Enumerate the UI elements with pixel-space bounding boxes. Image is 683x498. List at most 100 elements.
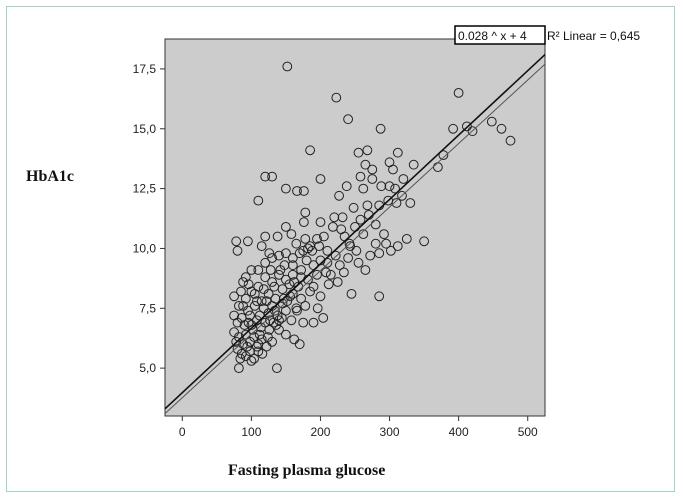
- data-point: [312, 269, 322, 280]
- data-point: [341, 181, 352, 192]
- data-point: [329, 212, 340, 223]
- data-point: [252, 341, 262, 352]
- data-point: [305, 241, 316, 252]
- data-point: [362, 145, 373, 156]
- data-point: [267, 253, 278, 263]
- data-point: [281, 183, 291, 194]
- data-point: [401, 234, 412, 244]
- data-point: [321, 267, 331, 278]
- data-point: [360, 159, 371, 170]
- data-point: [299, 186, 309, 196]
- data-point: [249, 353, 260, 364]
- data-point: [286, 315, 297, 326]
- data-point: [240, 272, 251, 283]
- x-tick-label: 500: [518, 425, 538, 439]
- data-point: [267, 171, 278, 182]
- data-point: [344, 238, 355, 249]
- data-point: [355, 214, 366, 225]
- data-point: [246, 286, 257, 297]
- data-point: [496, 123, 507, 134]
- data-point: [256, 296, 267, 307]
- plot-area: [164, 38, 546, 417]
- data-point: [379, 229, 389, 240]
- data-point: [392, 147, 403, 158]
- data-point: [284, 279, 295, 290]
- data-point: [332, 277, 343, 287]
- r2-label: R² Linear = 0,645: [547, 29, 640, 43]
- data-point: [281, 222, 291, 232]
- data-point: [315, 217, 326, 228]
- x-tick-label: 0: [179, 425, 186, 439]
- data-point: [263, 332, 273, 342]
- data-point: [236, 286, 246, 297]
- data-point: [312, 234, 322, 244]
- data-point: [234, 332, 244, 342]
- data-point: [243, 236, 253, 247]
- data-point: [294, 339, 305, 350]
- data-point: [271, 320, 282, 330]
- data-point: [260, 231, 271, 242]
- data-point: [287, 269, 298, 280]
- data-point: [408, 159, 419, 170]
- data-point: [448, 123, 459, 134]
- y-tick-label: 15,0: [133, 122, 157, 136]
- data-point: [315, 291, 326, 302]
- data-point: [388, 164, 398, 175]
- data-point: [289, 334, 300, 345]
- data-point: [229, 291, 240, 302]
- data-point: [370, 238, 381, 249]
- x-axis-title: Fasting plasma glucose: [228, 462, 386, 479]
- data-point: [278, 293, 289, 304]
- data-point: [243, 279, 254, 290]
- data-point: [392, 241, 403, 252]
- data-point: [365, 250, 376, 261]
- data-point: [253, 195, 264, 206]
- data-point: [376, 181, 387, 192]
- fit-equation: 0.028 ^ x + 4: [458, 29, 527, 43]
- x-tick-label: 200: [310, 425, 330, 439]
- data-point: [367, 164, 378, 175]
- data-point: [245, 310, 255, 321]
- data-point: [253, 265, 264, 275]
- data-point: [287, 260, 298, 271]
- data-point: [362, 200, 373, 211]
- data-point: [358, 183, 369, 194]
- y-tick-label: 12,5: [133, 182, 157, 196]
- data-point: [391, 198, 402, 208]
- data-point: [296, 293, 307, 304]
- data-point: [299, 217, 309, 228]
- data-point: [397, 190, 407, 201]
- fit-line-secondary: [164, 63, 546, 414]
- y-tick-label: 10,0: [133, 241, 157, 255]
- data-point: [319, 231, 329, 242]
- data-point: [438, 150, 449, 161]
- y-axis: 5,0 7,5 10,0 12,5 15,0 17,5: [133, 62, 165, 375]
- data-point: [242, 341, 253, 352]
- data-point: [300, 301, 311, 311]
- data-point: [334, 190, 345, 201]
- data-point: [462, 121, 472, 132]
- data-point: [240, 293, 251, 304]
- data-point: [358, 229, 369, 240]
- data-point: [281, 329, 291, 340]
- data-point: [234, 363, 244, 374]
- data-point: [308, 317, 319, 328]
- data-point: [328, 222, 338, 232]
- x-axis: 0 100 200 300 400 500: [179, 416, 538, 439]
- data-point: [419, 236, 430, 247]
- data-point: [289, 277, 300, 287]
- data-point: [339, 267, 349, 278]
- data-point: [267, 277, 278, 287]
- data-point: [467, 126, 478, 137]
- data-point: [343, 253, 354, 263]
- data-point: [305, 286, 316, 297]
- data-point: [353, 147, 364, 158]
- data-point: [249, 301, 260, 311]
- data-point: [249, 289, 260, 299]
- data-point: [265, 265, 276, 275]
- data-point: [234, 301, 244, 311]
- data-point: [386, 245, 396, 256]
- x-tick-label: 400: [449, 425, 469, 439]
- data-point: [232, 245, 243, 256]
- data-point: [286, 229, 297, 240]
